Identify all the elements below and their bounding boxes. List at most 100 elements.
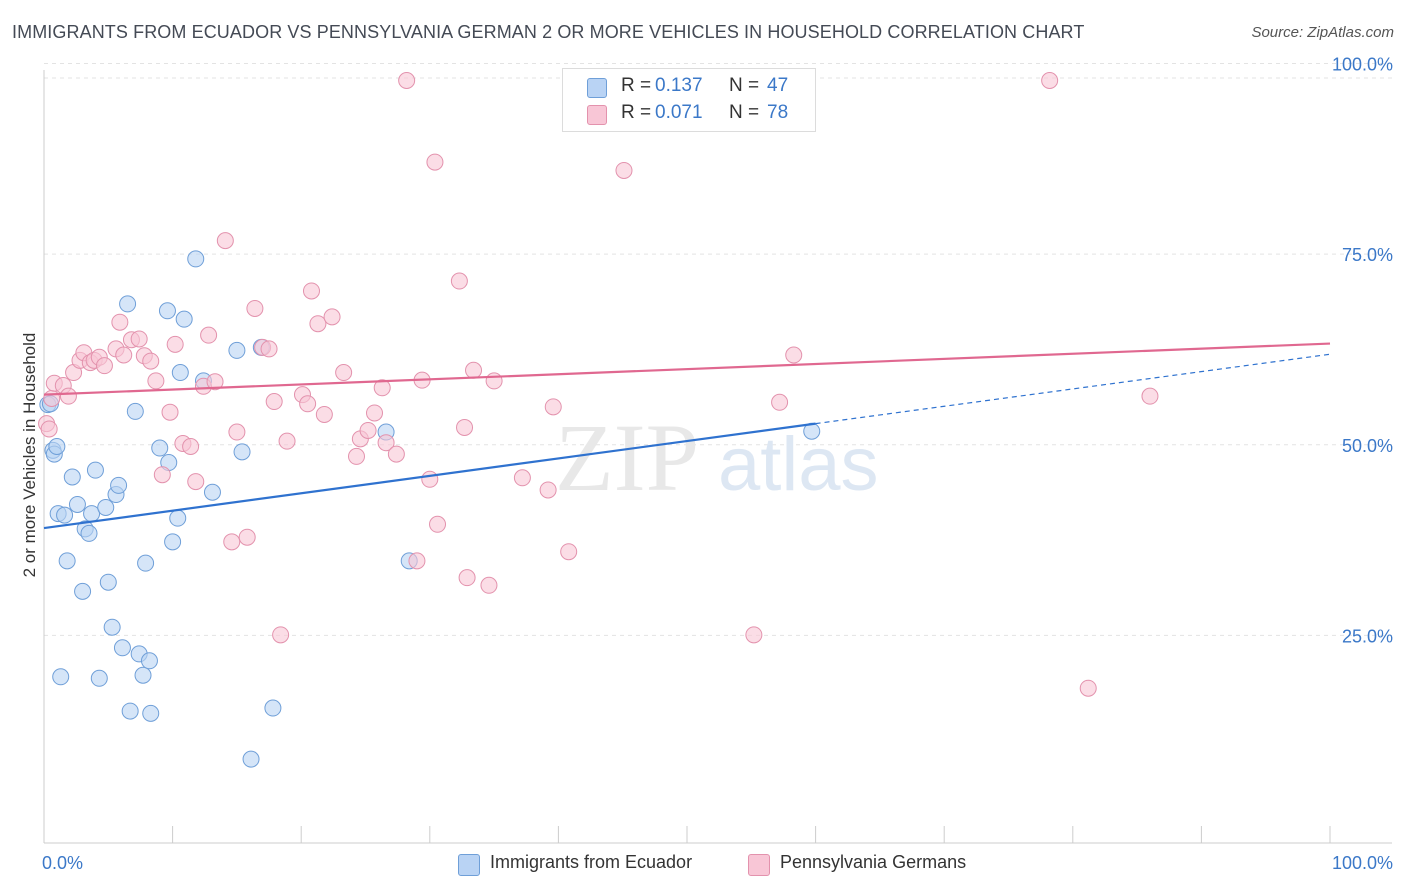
bottom-legend-swatch-ecuador bbox=[458, 854, 480, 876]
chart-title: IMMIGRANTS FROM ECUADOR VS PENNSYLVANIA … bbox=[12, 22, 1085, 42]
ecuador-point bbox=[74, 582, 92, 600]
pennsylvania-german-point bbox=[539, 481, 557, 499]
pennsylvania-german-point bbox=[458, 569, 476, 587]
pennsylvania-german-point bbox=[421, 470, 439, 488]
pennsylvania-german-trend-line bbox=[43, 342, 1331, 396]
ecuador-point bbox=[151, 439, 169, 457]
ecuador-point bbox=[203, 483, 221, 501]
ecuador-point bbox=[134, 666, 152, 684]
pennsylvania-german-point bbox=[40, 420, 58, 438]
pennsylvania-german-point bbox=[465, 361, 483, 379]
ecuador-point bbox=[121, 702, 139, 720]
pennsylvania-german-point bbox=[1041, 72, 1059, 89]
pennsylvania-german-point bbox=[1079, 679, 1097, 697]
axes-layer bbox=[43, 70, 1392, 844]
ecuador-point bbox=[242, 750, 260, 768]
y-tick-label: 25.0% bbox=[1342, 626, 1393, 646]
pennsylvania-german-point bbox=[408, 552, 426, 570]
watermark-atlas: atlas bbox=[718, 422, 879, 507]
watermark-zip: ZIP bbox=[555, 404, 699, 511]
pennsylvania-german-point bbox=[366, 404, 384, 422]
bottom-legend-label-ecuador: Immigrants from Ecuador bbox=[490, 852, 693, 872]
pennsylvania-german-point bbox=[373, 379, 391, 397]
pennsylvania-german-point bbox=[745, 626, 763, 644]
ecuador-point bbox=[52, 668, 70, 686]
ecuador-point bbox=[264, 699, 282, 717]
ecuador-point bbox=[126, 402, 144, 420]
pennsylvania-german-point bbox=[166, 335, 184, 353]
pennsylvania-german-point bbox=[115, 346, 133, 364]
pennsylvania-german-point bbox=[228, 423, 246, 441]
pennsylvania-german-point bbox=[130, 330, 148, 348]
pennsylvania-german-point bbox=[347, 447, 365, 465]
ecuador-point bbox=[97, 499, 115, 516]
ecuador-point bbox=[110, 476, 128, 494]
bottom-legend-swatch-pennsylvania-german bbox=[748, 854, 770, 876]
pennsylvania-german-point bbox=[153, 466, 171, 484]
bottom-legend-label-pennsylvania-german: Pennsylvania Germans bbox=[780, 852, 967, 872]
ecuador-point bbox=[140, 652, 158, 670]
ecuador-point bbox=[137, 554, 155, 572]
pennsylvania-german-point bbox=[480, 576, 498, 594]
pennsylvania-german-point bbox=[560, 543, 578, 561]
pennsylvania-german-point bbox=[1141, 387, 1159, 405]
trend-layer bbox=[43, 342, 1331, 530]
ecuador-point bbox=[142, 704, 160, 722]
legend-swatch-ecuador bbox=[587, 78, 607, 98]
pennsylvania-german-point bbox=[187, 473, 205, 491]
pennsylvania-german-point bbox=[246, 299, 264, 317]
legend-n-label: N = bbox=[729, 102, 760, 123]
legend-n-value: 78 bbox=[767, 102, 789, 123]
pennsylvania-german-point bbox=[95, 357, 113, 375]
pennsylvania-german-point bbox=[335, 364, 353, 382]
pennsylvania-german-point bbox=[265, 393, 283, 411]
ecuador-point bbox=[175, 310, 193, 328]
pennsylvania-german-point bbox=[43, 389, 61, 407]
legend-r-value: 0.137 bbox=[655, 75, 703, 96]
legend-box: R = 0.137 N = 47 R = 0.071 N = 78 bbox=[562, 68, 816, 132]
pennsylvania-german-point bbox=[161, 403, 179, 421]
ecuador-point bbox=[99, 573, 117, 591]
pennsylvania-german-point bbox=[200, 326, 218, 344]
pennsylvania-german-point bbox=[513, 469, 531, 487]
pennsylvania-german-point bbox=[544, 398, 562, 416]
ecuador-trend-line-extension bbox=[815, 353, 1331, 425]
pennsylvania-german-point bbox=[387, 445, 405, 463]
ecuador-point bbox=[103, 618, 121, 636]
pennsylvania-german-point bbox=[323, 308, 341, 326]
pennsylvania-german-point bbox=[299, 395, 317, 413]
watermark: ZIP atlas bbox=[555, 404, 879, 511]
ecuador-point bbox=[158, 302, 176, 320]
points-layer bbox=[38, 72, 1159, 768]
pennsylvania-german-point bbox=[785, 346, 803, 364]
pennsylvania-german-point bbox=[426, 153, 444, 171]
ecuador-point bbox=[233, 443, 251, 461]
pennsylvania-german-point bbox=[377, 434, 395, 452]
pennsylvania-german-point bbox=[223, 533, 241, 551]
pennsylvania-german-point bbox=[260, 340, 278, 358]
pennsylvania-german-point bbox=[359, 421, 377, 439]
ecuador-point bbox=[80, 524, 98, 542]
ecuador-point bbox=[187, 250, 205, 268]
pennsylvania-german-point bbox=[278, 432, 296, 450]
ecuador-point bbox=[86, 461, 104, 479]
y-tick-label: 100.0% bbox=[1332, 55, 1393, 75]
pennsylvania-german-point bbox=[59, 387, 77, 405]
ecuador-point bbox=[63, 468, 81, 486]
y-tick-label: 75.0% bbox=[1342, 245, 1393, 265]
pennsylvania-german-point bbox=[429, 515, 447, 533]
pennsylvania-german-point bbox=[147, 372, 165, 390]
x-tick-label: 100.0% bbox=[1332, 853, 1393, 873]
ecuador-point bbox=[48, 438, 66, 455]
pennsylvania-german-point bbox=[450, 272, 468, 290]
pennsylvania-german-point bbox=[216, 232, 234, 250]
pennsylvania-german-point bbox=[272, 626, 290, 644]
pennsylvania-german-point bbox=[309, 315, 327, 333]
legend-n-value: 47 bbox=[767, 75, 789, 96]
ecuador-point bbox=[58, 552, 76, 570]
ecuador-point bbox=[83, 505, 101, 523]
pennsylvania-german-point bbox=[398, 72, 416, 89]
ecuador-point bbox=[56, 506, 74, 524]
pennsylvania-german-point bbox=[615, 161, 633, 179]
